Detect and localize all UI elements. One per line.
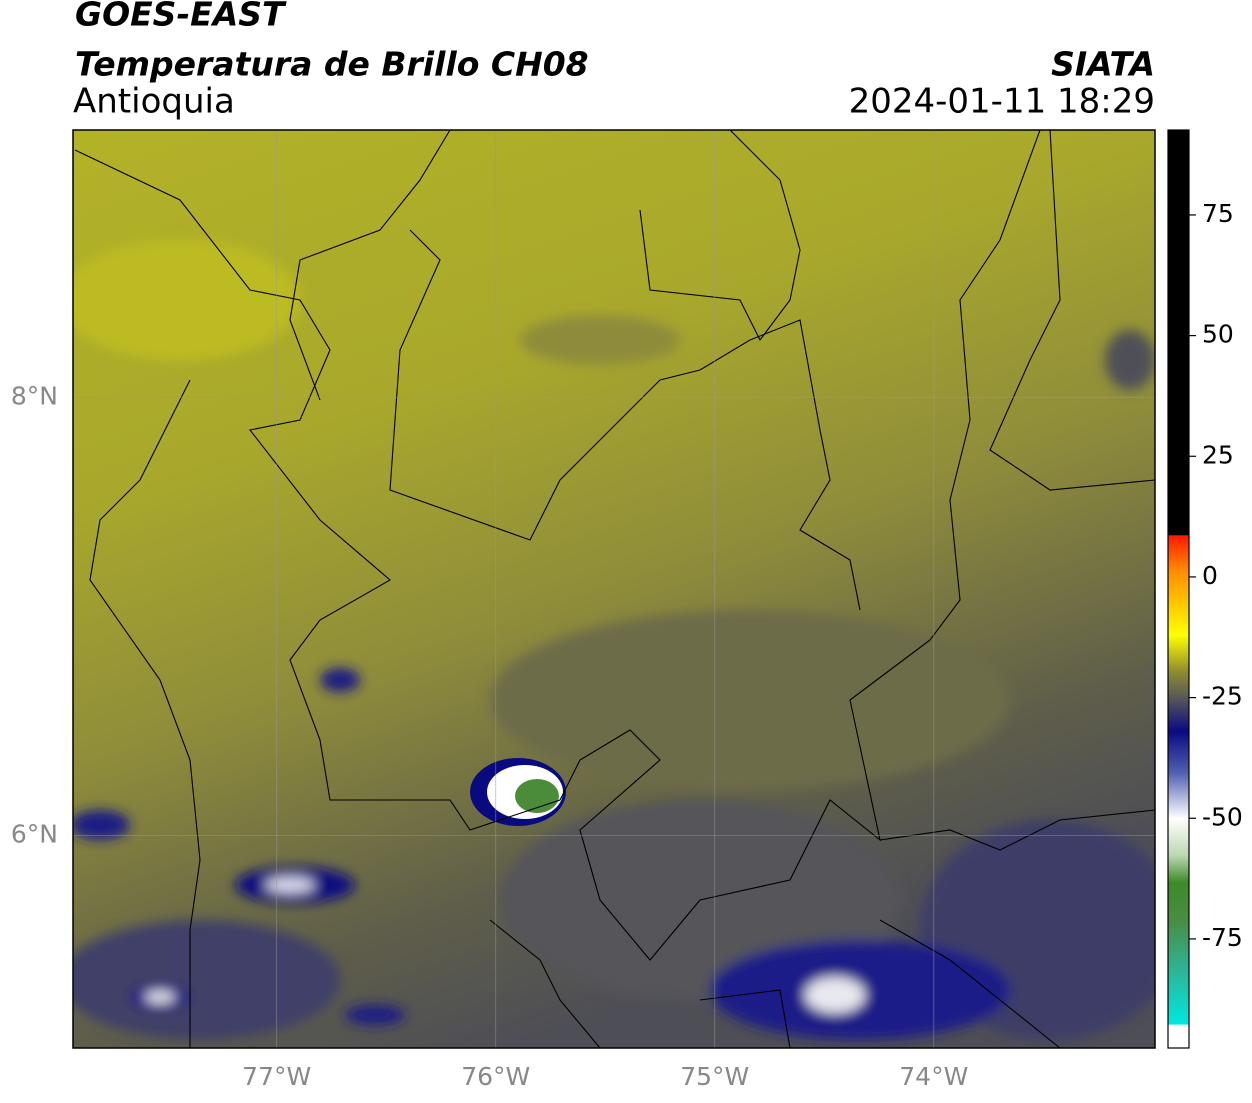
map-image	[73, 130, 1155, 1048]
region: Antioquia	[73, 82, 235, 122]
subtitle: Temperatura de Brillo CH08	[75, 45, 589, 84]
colorbar-tick-label: 50	[1202, 320, 1234, 349]
y-tick-label: 6°N	[11, 819, 58, 848]
source: SIATA	[1051, 45, 1155, 84]
x-tick-label: 75°W	[680, 1062, 749, 1091]
colorbar	[1167, 129, 1190, 1049]
colorbar-tick-label: -25	[1202, 682, 1243, 711]
x-tick-label: 76°W	[461, 1062, 530, 1091]
map-frame	[72, 129, 1156, 1049]
title: GOES-EAST	[75, 0, 287, 34]
colorbar-tick-label: -50	[1202, 802, 1243, 831]
x-tick-label: 77°W	[242, 1062, 311, 1091]
graticule	[73, 130, 1155, 1048]
x-tick-label: 74°W	[899, 1062, 968, 1091]
colorbar-tick-label: 0	[1202, 561, 1218, 590]
colorbar-tick-label: 75	[1202, 199, 1234, 228]
colorbar-tick-label: 25	[1202, 440, 1234, 469]
y-tick-label: 8°N	[11, 381, 58, 410]
colorbar-tick-label: -75	[1202, 923, 1243, 952]
datetime: 2024-01-11 18:29	[849, 82, 1155, 122]
